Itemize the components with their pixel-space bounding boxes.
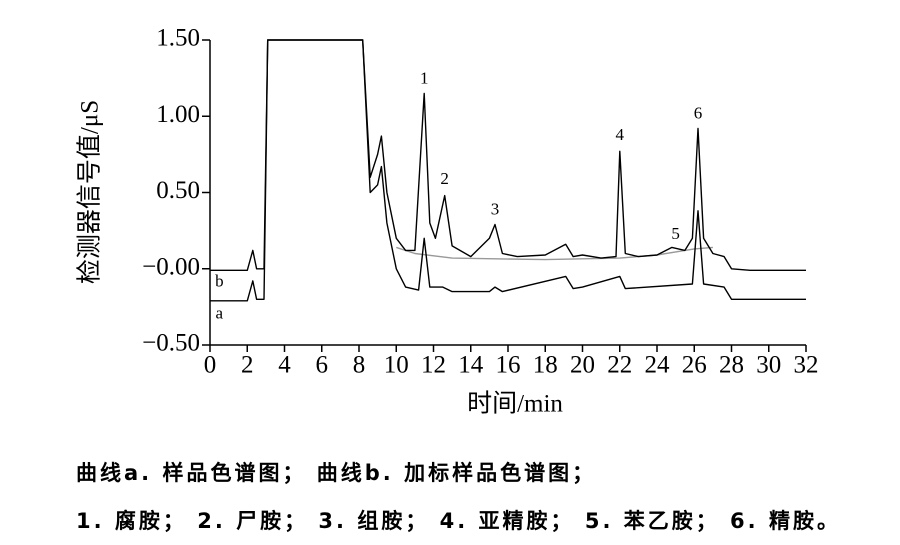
x-tick-label: 6: [316, 352, 329, 379]
x-tick-label: 24: [645, 352, 671, 379]
x-tick-label: 28: [719, 352, 744, 379]
x-tick-label: 26: [682, 352, 707, 379]
peak-label: 5: [671, 224, 680, 243]
series-line: [210, 39, 806, 302]
x-tick-label: 22: [607, 352, 632, 379]
x-tick-label: 8: [353, 352, 366, 379]
peak-label: 1: [420, 69, 429, 88]
peak-label: 2: [440, 169, 449, 188]
x-tick-label: 2: [241, 352, 254, 379]
y-tick-label: −0.50: [142, 330, 200, 357]
x-tick-label: 18: [533, 352, 558, 379]
y-axis-title: 检测器信号值/μS: [76, 100, 104, 284]
x-tick-label: 0: [204, 352, 217, 379]
curve-label: b: [215, 271, 224, 290]
peak-label: 4: [616, 125, 625, 144]
x-tick-label: 16: [496, 352, 521, 379]
x-tick-label: 12: [421, 352, 446, 379]
x-tick-label: 30: [756, 352, 781, 379]
y-tick-label: 0.50: [156, 177, 200, 204]
x-tick-label: 14: [458, 352, 484, 379]
curve-label: a: [216, 303, 224, 322]
series-line: [210, 39, 806, 271]
caption: 曲线a. 样品色谱图； 曲线b. 加标样品色谱图；: [76, 461, 596, 485]
x-tick-label: 10: [384, 352, 409, 379]
peak-label: 3: [491, 200, 500, 219]
x-tick-label: 4: [278, 352, 291, 379]
y-tick-label: −0.00: [142, 253, 200, 280]
y-tick-label: 1.50: [156, 25, 200, 52]
y-tick-label: 1.00: [156, 101, 200, 128]
peak-label: 6: [694, 104, 703, 123]
caption: 1. 腐胺； 2. 尸胺； 3. 组胺； 4. 亚精胺； 5. 苯乙胺； 6. …: [76, 509, 841, 533]
x-tick-label: 32: [794, 352, 819, 379]
series-line: [396, 246, 713, 261]
x-axis-title: 时间/min: [467, 390, 563, 418]
x-tick-label: 20: [570, 352, 595, 379]
